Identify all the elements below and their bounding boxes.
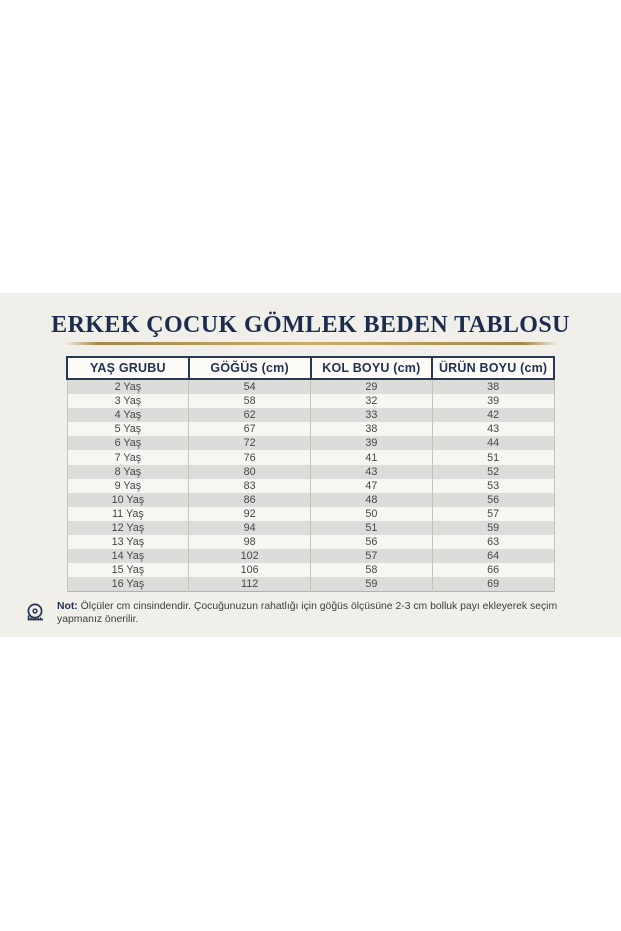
table-cell: 7 Yaş [66,450,190,465]
note-body: Ölçüler cm cinsindendir. Çocuğunuzun rah… [57,601,558,626]
table-cell: 43 [431,422,555,437]
table-cell: 50 [310,506,433,521]
table-cell: 72 [188,436,311,451]
column-header: YAŞ GRUBU [66,356,190,380]
table-cell: 86 [188,492,311,507]
table-cell: 53 [431,478,555,493]
table-cell: 112 [188,577,311,592]
header-row: YAŞ GRUBU GÖĞÜS (cm) KOL BOYU (cm) ÜRÜN BOY… [66,356,555,380]
table-cell: 59 [310,577,433,592]
table-row: 6 Yaş 72 39 44 [66,436,555,451]
table-row: 5 Yaş 67 38 43 [66,422,555,437]
note-row: Not: Ölçüler cm cinsindendir. Çocuğunuzu… [0,600,621,626]
table-cell: 64 [431,549,555,564]
table-cell: 48 [310,492,433,507]
table-cell: 43 [310,464,433,479]
table-cell: 51 [310,520,433,536]
table-cell: 33 [310,408,433,423]
table-row: 8 Yaş 80 43 52 [66,464,555,479]
table-row: 7 Yaş 76 41 51 [66,450,555,465]
table-cell: 80 [188,464,311,479]
title-underline [63,342,558,345]
table-row: 2 Yaş 54 29 38 [66,379,555,395]
column-header: KOL BOYU (cm) [309,356,434,380]
table-cell: 98 [188,535,311,550]
table-cell: 3 Yaş [66,394,190,409]
table-cell: 62 [188,408,311,423]
column-header: GÖĞÜS (cm) [187,356,312,380]
table-cell: 92 [188,506,311,521]
table-cell: 39 [431,394,555,409]
table-row: 16 Yaş 112 59 69 [66,577,555,592]
table-row: 14 Yaş 102 57 64 [66,549,555,564]
table-cell: 39 [310,436,433,451]
size-table-body: 2 Yaş 54 29 38 3 Yaş 58 32 39 4 Yaş 62 33 42 5 Yaş 67… [66,379,555,592]
table-cell: 56 [431,492,555,507]
note-text: Not: Ölçüler cm cinsindendir. Çocuğunuzu… [57,600,595,626]
table-row: 11 Yaş 92 50 57 [66,506,555,521]
table-cell: 41 [310,450,433,465]
table-cell: 14 Yaş [66,549,190,564]
table-row: 13 Yaş 98 56 63 [66,535,555,550]
table-cell: 12 Yaş [66,520,190,536]
table-cell: 51 [431,450,555,465]
size-chart-panel: ERKEK ÇOCUK GÖMLEK BEDEN TABLOSU YAŞ GRU… [0,293,621,924]
table-row: 15 Yaş 106 58 66 [66,563,555,578]
table-cell: 69 [431,577,555,592]
table-cell: 67 [188,422,311,437]
table-cell: 9 Yaş [66,478,190,493]
table-cell: 11 Yaş [66,506,190,521]
table-cell: 8 Yaş [66,464,190,479]
table-cell: 56 [310,535,433,550]
table-row: 9 Yaş 83 47 53 [66,478,555,493]
table-cell: 38 [431,379,555,395]
table-cell: 5 Yaş [66,422,190,437]
table-row: 12 Yaş 94 51 59 [66,520,555,536]
sparkle-decoration [595,882,621,924]
table-cell: 38 [310,422,433,437]
table-cell: 57 [431,506,555,521]
table-cell: 6 Yaş [66,436,190,451]
table-cell: 94 [188,520,311,536]
table-cell: 66 [431,563,555,578]
note-label: Not: [57,601,78,613]
table-cell: 15 Yaş [66,563,190,578]
table-cell: 42 [431,408,555,423]
table-cell: 83 [188,478,311,493]
table-cell: 52 [431,464,555,479]
table-cell: 2 Yaş [66,379,190,395]
table-row: 10 Yaş 86 48 56 [66,492,555,507]
table-row: 3 Yaş 58 32 39 [66,394,555,409]
column-header: ÜRÜN BOYU (cm) [431,356,555,380]
table-cell: 44 [431,436,555,451]
measuring-tape-icon [26,603,50,624]
size-table: YAŞ GRUBU GÖĞÜS (cm) KOL BOYU (cm) ÜRÜN BOY… [66,356,555,592]
table-cell: 76 [188,450,311,465]
table-cell: 29 [310,379,433,395]
page-title: ERKEK ÇOCUK GÖMLEK BEDEN TABLOSU [51,312,570,338]
table-cell: 106 [188,563,311,578]
table-row: 4 Yaş 62 33 42 [66,408,555,423]
table-cell: 32 [310,394,433,409]
table-cell: 16 Yaş [66,577,190,592]
table-cell: 57 [310,549,433,564]
table-cell: 10 Yaş [66,492,190,507]
table-cell: 102 [188,549,311,564]
table-cell: 58 [188,394,311,409]
table-cell: 63 [431,535,555,550]
size-table-header: YAŞ GRUBU GÖĞÜS (cm) KOL BOYU (cm) ÜRÜN BOY… [66,356,555,380]
table-cell: 13 Yaş [66,535,190,550]
table-cell: 47 [310,478,433,493]
table-cell: 54 [188,379,311,395]
table-cell: 58 [310,563,433,578]
table-cell: 4 Yaş [66,408,190,423]
table-cell: 59 [431,520,555,536]
